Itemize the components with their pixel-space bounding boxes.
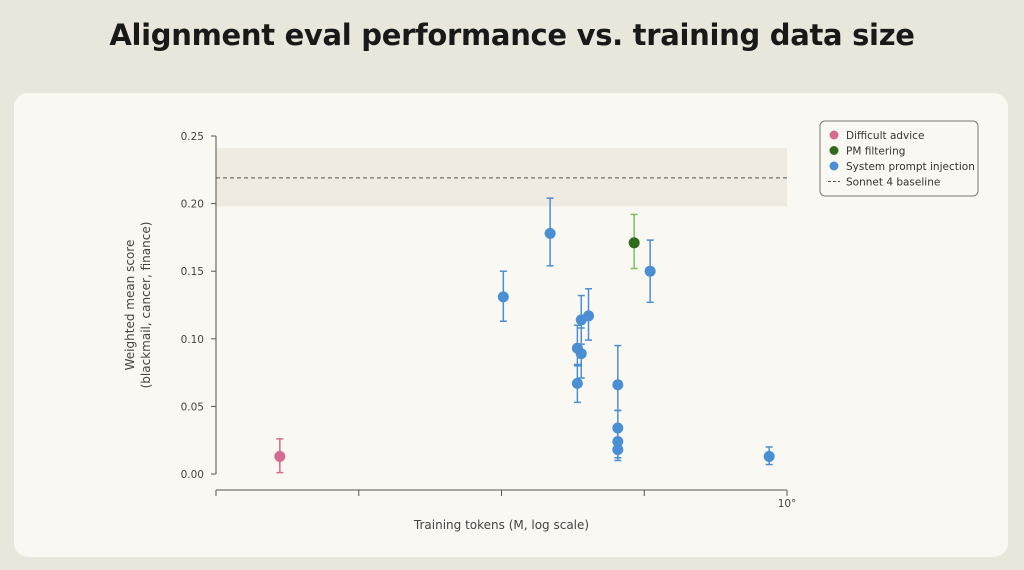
legend-label: System prompt injection xyxy=(846,161,975,173)
x-tick-label: 10° xyxy=(778,498,797,510)
scatter-chart: 0.00 0.05 0.10 0.15 0.20 0.25 10° Training to… xyxy=(123,120,979,532)
point-marker xyxy=(544,227,556,239)
legend-box xyxy=(819,120,979,197)
point-marker xyxy=(612,379,624,391)
data-point xyxy=(612,438,624,462)
data-point xyxy=(628,213,640,270)
y-tick-label: 0.15 xyxy=(181,266,204,278)
legend-label: Difficult advice xyxy=(846,130,924,142)
point-marker xyxy=(763,450,775,462)
point-marker xyxy=(644,265,656,277)
point-marker xyxy=(274,450,286,462)
chart-card: 0.00 0.05 0.10 0.15 0.20 0.25 10° Training to… xyxy=(14,93,1008,557)
legend-swatch xyxy=(829,161,839,171)
y-tick-label: 0.25 xyxy=(181,131,204,143)
legend-label: Sonnet 4 baseline xyxy=(846,177,940,189)
y-tick-label: 0.20 xyxy=(181,199,204,211)
point-marker xyxy=(575,348,587,360)
data-point xyxy=(544,197,556,267)
data-points xyxy=(274,197,775,474)
x-axis-title: Training tokens (M, log scale) xyxy=(413,518,589,532)
y-axis-title: Weighted mean score xyxy=(123,240,137,371)
y-axis-subtitle: (blackmail, cancer, finance) xyxy=(139,222,153,389)
x-axis: 10° xyxy=(215,489,797,510)
point-marker xyxy=(583,310,595,322)
baseline-band xyxy=(216,148,787,207)
data-point xyxy=(571,363,583,404)
legend: Difficult advice PM filtering System promp… xyxy=(819,120,979,197)
legend-label: PM filtering xyxy=(846,146,905,158)
data-point xyxy=(583,288,595,341)
y-tick-label: 0.10 xyxy=(181,334,204,346)
data-point xyxy=(763,446,775,466)
legend-swatch xyxy=(829,146,839,155)
point-marker xyxy=(497,291,509,303)
data-point xyxy=(644,239,656,304)
data-point xyxy=(497,270,509,322)
legend-swatch xyxy=(829,130,839,140)
data-point xyxy=(575,327,587,379)
y-tick-label: 0.05 xyxy=(181,401,204,413)
y-tick-label: 0.00 xyxy=(181,469,204,481)
page-title: Alignment eval performance vs. training … xyxy=(109,18,915,52)
point-marker xyxy=(571,377,583,389)
data-point xyxy=(274,438,286,474)
point-marker xyxy=(628,237,640,249)
y-axis: 0.00 0.05 0.10 0.15 0.20 0.25 xyxy=(181,131,217,481)
data-point xyxy=(612,344,624,412)
point-marker xyxy=(612,444,624,456)
